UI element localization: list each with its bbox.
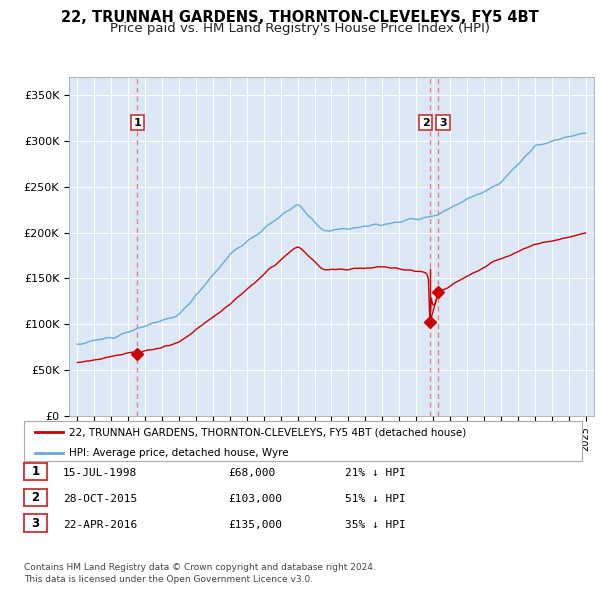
Text: 22-APR-2016: 22-APR-2016 (63, 520, 137, 529)
Text: 15-JUL-1998: 15-JUL-1998 (63, 468, 137, 477)
Text: 28-OCT-2015: 28-OCT-2015 (63, 494, 137, 503)
Text: 35% ↓ HPI: 35% ↓ HPI (345, 520, 406, 529)
Text: Price paid vs. HM Land Registry's House Price Index (HPI): Price paid vs. HM Land Registry's House … (110, 22, 490, 35)
Text: 22, TRUNNAH GARDENS, THORNTON-CLEVELEYS, FY5 4BT (detached house): 22, TRUNNAH GARDENS, THORNTON-CLEVELEYS,… (68, 428, 466, 438)
Text: 3: 3 (439, 117, 447, 127)
Text: £135,000: £135,000 (228, 520, 282, 529)
Text: 2: 2 (422, 117, 430, 127)
Text: This data is licensed under the Open Government Licence v3.0.: This data is licensed under the Open Gov… (24, 575, 313, 584)
Text: Contains HM Land Registry data © Crown copyright and database right 2024.: Contains HM Land Registry data © Crown c… (24, 563, 376, 572)
Text: £103,000: £103,000 (228, 494, 282, 503)
Text: 22, TRUNNAH GARDENS, THORNTON-CLEVELEYS, FY5 4BT: 22, TRUNNAH GARDENS, THORNTON-CLEVELEYS,… (61, 10, 539, 25)
Text: 21% ↓ HPI: 21% ↓ HPI (345, 468, 406, 477)
Text: 2: 2 (31, 491, 40, 504)
Text: 3: 3 (31, 517, 40, 530)
Text: 1: 1 (31, 465, 40, 478)
Text: £68,000: £68,000 (228, 468, 275, 477)
Text: HPI: Average price, detached house, Wyre: HPI: Average price, detached house, Wyre (68, 448, 288, 458)
Text: 51% ↓ HPI: 51% ↓ HPI (345, 494, 406, 503)
Text: 1: 1 (134, 117, 141, 127)
